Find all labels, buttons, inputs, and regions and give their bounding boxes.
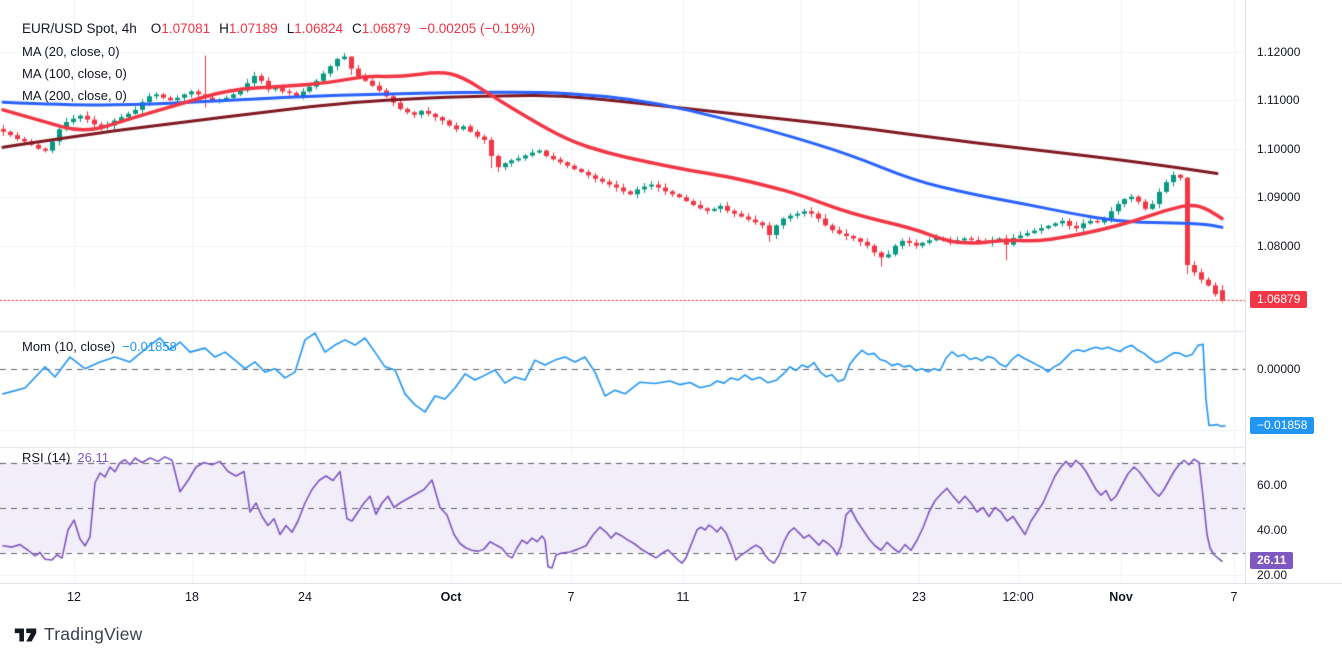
- legend-ma20[interactable]: MA (20, close, 0): [22, 44, 120, 59]
- price-axis-label: 1.12000: [1257, 44, 1301, 59]
- time-tick-label: 12: [67, 590, 81, 604]
- rsi-value: 26.11: [77, 450, 109, 465]
- time-tick-label: 24: [298, 590, 312, 604]
- tradingview-logo[interactable]: TradingView: [14, 624, 143, 645]
- tradingview-logo-icon: [14, 627, 37, 642]
- time-tick-label: 17: [793, 590, 807, 604]
- time-tick-label: 7: [567, 590, 575, 604]
- symbol-title[interactable]: EUR/USD Spot, 4h: [22, 21, 137, 36]
- ohlc-low: L1.06824: [286, 21, 344, 36]
- time-tick-label: 11: [676, 590, 690, 604]
- last-price-badge: 1.06879: [1250, 291, 1308, 309]
- ohlc-high: H1.07189: [219, 21, 278, 36]
- legend-ma200[interactable]: MA (200, close, 0): [22, 88, 127, 103]
- rsi-axis-label: 40.00: [1257, 523, 1288, 537]
- time-axis[interactable]: 12 18 24 Oct 7 11 17 23 12:00 Nov 7: [0, 583, 1342, 613]
- symbol-legend[interactable]: EUR/USD Spot, 4h O1.07081 H1.07189 L1.06824…: [22, 21, 535, 36]
- price-axis-label: 1.10000: [1257, 141, 1301, 156]
- change-value: −0.00205 (−0.19%): [419, 21, 536, 36]
- momentum-value: −0.01858: [122, 339, 177, 354]
- time-tick-label: Nov: [1109, 590, 1133, 604]
- momentum-badge: −0.01858: [1250, 416, 1315, 434]
- ohlc-open: O1.07081: [150, 21, 211, 36]
- rsi-badge: 26.11: [1250, 552, 1294, 570]
- footer: TradingView: [0, 611, 1342, 659]
- legend-ma100[interactable]: MA (100, close, 0): [22, 66, 127, 81]
- time-tick-label: 18: [185, 590, 199, 604]
- time-tick-label: 7: [1230, 590, 1238, 604]
- mom-axis-label: 0.00000: [1257, 361, 1301, 376]
- price-axis[interactable]: 1.12000 1.11000 1.10000 1.09000 1.08000 0.000…: [1245, 0, 1342, 611]
- watermark-text: TradingView: [44, 624, 143, 644]
- rsi-axis-label: 60.00: [1257, 478, 1288, 492]
- price-axis-label: 1.08000: [1257, 238, 1301, 253]
- legend-momentum[interactable]: Mom (10, close) −0.01858: [22, 338, 177, 356]
- momentum-label: Mom (10, close): [22, 339, 116, 354]
- price-axis-label: 1.09000: [1257, 190, 1301, 205]
- price-axis-label: 1.11000: [1257, 93, 1300, 108]
- time-tick-label: 12:00: [1002, 590, 1034, 604]
- ohlc-close: C1.06879: [352, 21, 411, 36]
- time-tick-label: Oct: [440, 590, 462, 604]
- rsi-axis-label: 20.00: [1257, 568, 1288, 582]
- rsi-label: RSI (14): [22, 450, 71, 465]
- legend-rsi[interactable]: RSI (14) 26.11: [22, 449, 109, 467]
- time-tick-label: 23: [912, 590, 926, 604]
